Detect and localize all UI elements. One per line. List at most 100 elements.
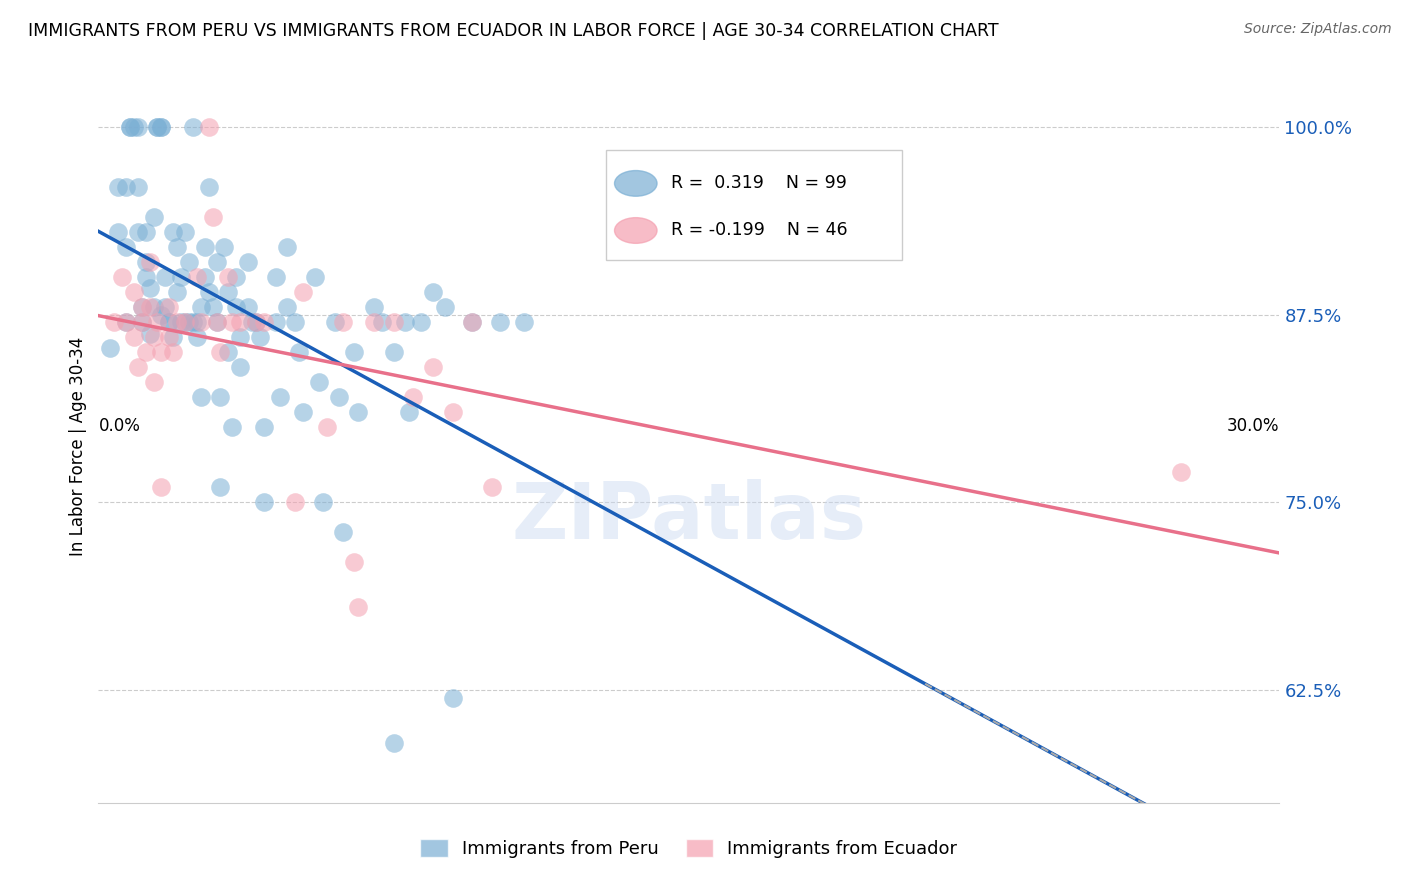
Immigrants from Peru [422,285,444,299]
Immigrants from Ecuador [315,420,337,434]
Immigrants from Peru [214,240,236,254]
Immigrants from Ecuador [138,300,160,314]
Immigrants from Ecuador [363,315,385,329]
Immigrants from Ecuador [142,330,165,344]
Immigrants from Peru [221,420,243,434]
Immigrants from Peru [138,327,160,342]
Immigrants from Peru [162,330,184,344]
Immigrants from Ecuador [157,330,180,344]
Immigrants from Peru [398,405,420,419]
Immigrants from Ecuador [150,480,173,494]
Immigrants from Peru [197,179,219,194]
Immigrants from Peru [157,315,180,329]
Immigrants from Peru [229,330,252,344]
Immigrants from Peru [343,345,366,359]
Immigrants from Peru [276,300,298,314]
Text: IMMIGRANTS FROM PERU VS IMMIGRANTS FROM ECUADOR IN LABOR FORCE | AGE 30-34 CORRE: IMMIGRANTS FROM PERU VS IMMIGRANTS FROM … [28,22,998,40]
Immigrants from Peru [177,255,200,269]
Text: R = -0.199    N = 46: R = -0.199 N = 46 [671,221,848,239]
Immigrants from Peru [174,225,197,239]
Immigrants from Peru [115,240,138,254]
Immigrants from Ecuador [201,210,224,224]
Immigrants from Peru [131,300,153,314]
Immigrants from Ecuador [122,285,145,299]
Immigrants from Ecuador [122,330,145,344]
Immigrants from Ecuador [146,315,169,329]
Immigrants from Peru [236,255,259,269]
Immigrants from Ecuador [284,495,307,509]
Immigrants from Ecuador [166,315,188,329]
Immigrants from Peru [288,345,311,359]
Immigrants from Ecuador [174,315,197,329]
Immigrants from Peru [127,225,149,239]
Immigrants from Peru [411,315,433,329]
Immigrants from Ecuador [382,315,405,329]
Immigrants from Peru [157,315,180,329]
Immigrants from Peru [217,345,239,359]
Immigrants from Peru [186,315,208,329]
Immigrants from Peru [441,690,464,705]
Immigrants from Peru [174,315,197,329]
Immigrants from Ecuador [162,345,184,359]
Immigrants from Peru [240,315,263,329]
Immigrants from Peru [489,315,512,329]
Immigrants from Ecuador [461,315,484,329]
Immigrants from Peru [197,285,219,299]
Immigrants from Peru [166,240,188,254]
Immigrants from Peru [142,300,165,314]
Immigrants from Ecuador [1170,465,1192,479]
Circle shape [614,170,657,196]
Circle shape [614,218,657,244]
Immigrants from Ecuador [422,360,444,375]
Text: 0.0%: 0.0% [98,417,141,435]
Immigrants from Ecuador [131,315,153,329]
Immigrants from Peru [186,330,208,344]
Immigrants from Peru [323,315,346,329]
Immigrants from Peru [209,390,232,404]
Immigrants from Peru [264,270,287,285]
Immigrants from Peru [155,270,177,285]
Immigrants from Peru [253,495,276,509]
Immigrants from Peru [135,270,157,285]
Immigrants from Peru [118,120,141,134]
Immigrants from Peru [190,300,212,314]
Immigrants from Peru [135,225,157,239]
Immigrants from Peru [150,120,173,134]
Immigrants from Peru [146,120,169,134]
Immigrants from Peru [347,405,370,419]
Immigrants from Peru [512,315,534,329]
Immigrants from Peru [194,270,217,285]
Immigrants from Peru [150,120,173,134]
Immigrants from Peru [177,315,200,329]
Immigrants from Peru [115,179,138,194]
Immigrants from Peru [118,120,141,134]
Text: R =  0.319    N = 99: R = 0.319 N = 99 [671,175,846,193]
Immigrants from Peru [284,315,307,329]
Immigrants from Ecuador [347,600,370,615]
FancyBboxPatch shape [606,150,901,260]
Immigrants from Peru [127,179,149,194]
Immigrants from Peru [217,285,239,299]
Immigrants from Ecuador [221,315,243,329]
Immigrants from Peru [332,525,354,540]
Immigrants from Peru [166,285,188,299]
Immigrants from Peru [312,495,335,509]
Immigrants from Peru [394,315,416,329]
Immigrants from Peru [181,315,204,329]
Immigrants from Ecuador [138,255,160,269]
Immigrants from Peru [122,120,145,134]
Immigrants from Ecuador [150,345,173,359]
Immigrants from Ecuador [115,315,138,329]
Immigrants from Ecuador [190,315,212,329]
Immigrants from Ecuador [332,315,354,329]
Immigrants from Peru [276,240,298,254]
Immigrants from Ecuador [217,270,239,285]
Immigrants from Ecuador [253,315,276,329]
Text: Source: ZipAtlas.com: Source: ZipAtlas.com [1244,22,1392,37]
Immigrants from Peru [249,330,271,344]
Y-axis label: In Labor Force | Age 30-34: In Labor Force | Age 30-34 [69,336,87,556]
Immigrants from Peru [371,315,394,329]
Immigrants from Peru [209,480,232,494]
Immigrants from Peru [236,300,259,314]
Immigrants from Peru [127,120,149,134]
